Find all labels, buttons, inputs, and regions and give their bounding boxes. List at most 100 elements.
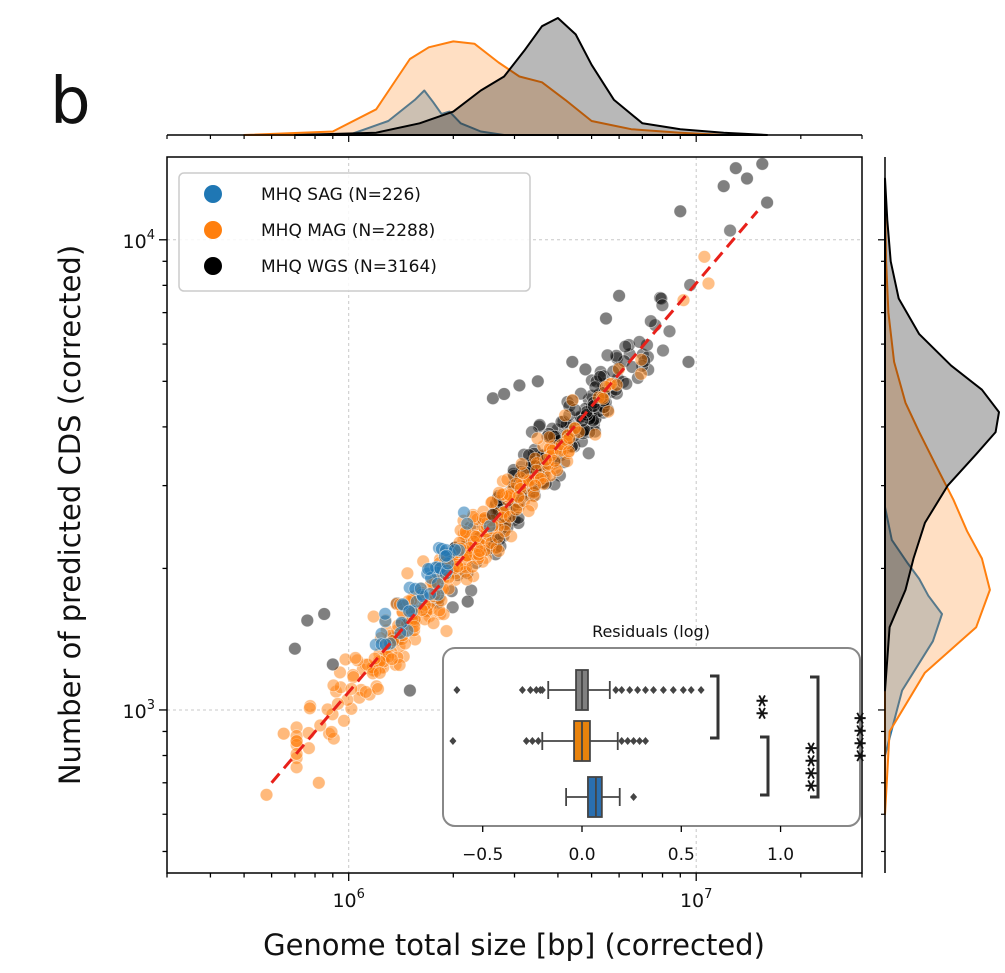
wgs-point xyxy=(655,298,670,312)
mag-point xyxy=(460,572,474,587)
sag-point xyxy=(439,549,454,563)
wgs-point xyxy=(464,583,478,598)
wgs-point xyxy=(662,324,677,338)
outlier-point-6 xyxy=(512,378,527,393)
outlier-point-14 xyxy=(673,204,687,218)
mag-point xyxy=(373,666,387,680)
right-density-2 xyxy=(884,177,1000,692)
mag-point xyxy=(634,367,648,381)
inset-outlier-1-2 xyxy=(528,737,536,745)
inset-outlier-0-16 xyxy=(697,686,705,694)
inset-x-tick-label-0: −0.5 xyxy=(462,845,503,865)
inset-x-tick-label-2: 0.5 xyxy=(668,845,695,865)
inset-outlier-0-10 xyxy=(642,686,649,694)
outlier-point-8 xyxy=(565,355,579,369)
top-density-0 xyxy=(347,89,506,136)
wgs-point xyxy=(654,291,668,306)
fit-line xyxy=(270,210,759,784)
mag-point xyxy=(701,276,716,291)
mag-point xyxy=(469,530,483,544)
mag-point xyxy=(572,425,586,439)
legend-label-1: MHQ MAG (N=2288) xyxy=(261,221,435,241)
legend-marker-1 xyxy=(204,221,222,239)
top-density-2 xyxy=(293,17,769,136)
outlier-point-22 xyxy=(259,788,274,802)
outlier-point-11 xyxy=(740,171,754,186)
significance-label-1: **** xyxy=(793,742,821,793)
inset-outlier-0-14 xyxy=(679,686,687,694)
wgs-point xyxy=(653,291,667,305)
mag-point xyxy=(465,560,479,574)
outlier-point-12 xyxy=(755,157,769,171)
mag-point xyxy=(562,444,576,459)
wgs-point xyxy=(644,314,658,328)
x-tick-label-1: 107 xyxy=(680,887,712,912)
mag-point xyxy=(542,430,556,444)
outlier-point-2 xyxy=(317,607,331,621)
inset-outlier-0-12 xyxy=(659,686,667,694)
wgs-point xyxy=(446,600,460,614)
wgs-point xyxy=(640,338,654,352)
legend-marker-0 xyxy=(204,185,222,203)
outlier-point-19 xyxy=(461,594,475,609)
inset-x-tick-label-1: 0.0 xyxy=(568,845,595,865)
mag-point xyxy=(530,431,545,446)
sag-point xyxy=(457,505,471,520)
outlier-point-24 xyxy=(312,776,326,790)
sag-point xyxy=(460,517,474,531)
x-axis-title: Genome total size [bp] (corrected) xyxy=(263,928,765,962)
sag-point xyxy=(378,607,392,621)
inset-outlier-0-7 xyxy=(618,686,626,694)
inset-outlier-0-15 xyxy=(687,686,695,694)
mag-point xyxy=(558,408,572,423)
wgs-point xyxy=(656,343,670,358)
inset-outlier-0-2 xyxy=(526,686,534,694)
outlier-point-1 xyxy=(300,613,314,628)
inset-outlier-0-11 xyxy=(650,686,657,694)
inset-outlier-1-4 xyxy=(618,737,626,745)
mag-point xyxy=(371,682,385,696)
legend-box xyxy=(178,172,531,292)
wgs-point xyxy=(622,338,636,352)
significance-label-0: ** xyxy=(744,694,772,720)
inset-outlier-2-0 xyxy=(630,793,638,801)
legend-label-2: MHQ WGS (N=3164) xyxy=(261,257,437,277)
inset-outlier-0-6 xyxy=(612,686,620,694)
right-density-1 xyxy=(884,201,991,816)
mag-point xyxy=(359,685,373,699)
mag-point xyxy=(289,734,304,748)
y-axis-title: Number of predicted CDS (corrected) xyxy=(53,245,87,785)
inset-outlier-0-13 xyxy=(669,686,677,694)
outlier-point-21 xyxy=(403,683,417,698)
wgs-point xyxy=(723,223,737,238)
inset-outlier-1-3 xyxy=(534,737,542,745)
right-density-0 xyxy=(884,506,943,757)
inset-title: Residuals (log) xyxy=(592,622,710,641)
mag-point xyxy=(400,566,415,580)
inset-outlier-0-3 xyxy=(532,686,540,694)
inset-outlier-0-5 xyxy=(538,686,546,694)
mag-point xyxy=(289,760,304,774)
outlier-point-13 xyxy=(717,179,731,193)
mag-point xyxy=(385,652,399,666)
inset-box-2 xyxy=(587,776,603,818)
y-tick-label-0: 103 xyxy=(123,698,155,723)
inset-outlier-0-1 xyxy=(518,686,526,694)
inset-outlier-1-6 xyxy=(630,737,638,745)
mag-point xyxy=(610,378,624,392)
mag-point xyxy=(588,427,602,442)
significance-label-2: **** xyxy=(842,712,870,763)
outlier-point-5 xyxy=(497,387,511,401)
mag-point xyxy=(515,457,529,471)
outlier-point-9 xyxy=(578,362,593,377)
outlier-point-16 xyxy=(612,289,626,303)
mag-point xyxy=(326,678,341,693)
outlier-point-7 xyxy=(531,374,545,388)
mag-point xyxy=(528,478,542,493)
inset-outlier-0-9 xyxy=(634,686,642,694)
legend-label-0: MHQ SAG (N=226) xyxy=(261,185,421,205)
sag-point xyxy=(402,604,416,618)
wgs-point xyxy=(585,373,599,388)
